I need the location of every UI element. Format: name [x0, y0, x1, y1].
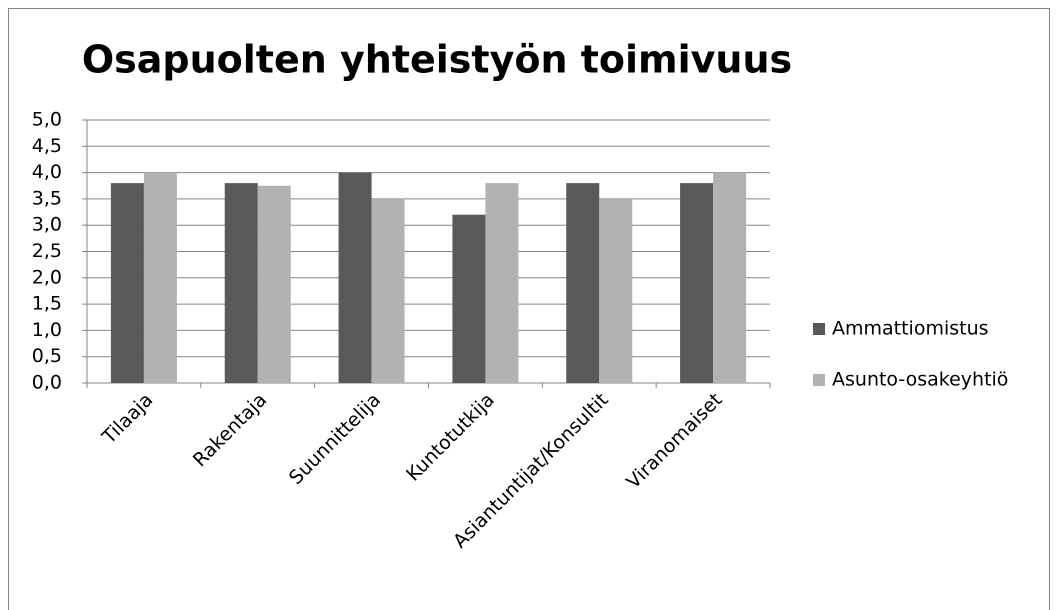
y-tick-label: 3,0	[32, 214, 62, 236]
bar	[680, 183, 714, 383]
legend-swatch	[813, 374, 825, 386]
y-tick-label: 3,5	[32, 187, 62, 209]
bar	[110, 183, 144, 383]
y-tick-label: 1,5	[32, 293, 62, 315]
y-tick-label: 2,0	[32, 266, 62, 288]
bar	[257, 185, 291, 383]
chart-frame	[8, 8, 1050, 610]
y-tick-label: 2,5	[32, 240, 62, 262]
bar	[143, 172, 177, 383]
bar	[713, 172, 747, 383]
bar	[566, 183, 600, 383]
bar	[224, 183, 258, 383]
legend-label: Asunto-osakeyhtiö	[832, 369, 1008, 391]
y-tick-label: 4,0	[32, 161, 62, 183]
bar	[452, 214, 486, 383]
bar	[599, 198, 633, 383]
legend-swatch	[813, 323, 825, 335]
legend-label: Ammattiomistus	[832, 318, 989, 340]
y-tick-label: 0,0	[32, 372, 62, 394]
y-tick-label: 1,0	[32, 319, 62, 341]
y-tick-label: 5,0	[32, 109, 62, 131]
y-tick-label: 0,5	[32, 345, 62, 367]
y-tick-label: 4,5	[32, 135, 62, 157]
bar	[485, 183, 519, 383]
chart-title: Osapuolten yhteistyön toimivuus	[82, 38, 792, 82]
bar	[338, 172, 372, 383]
bar	[371, 198, 405, 383]
